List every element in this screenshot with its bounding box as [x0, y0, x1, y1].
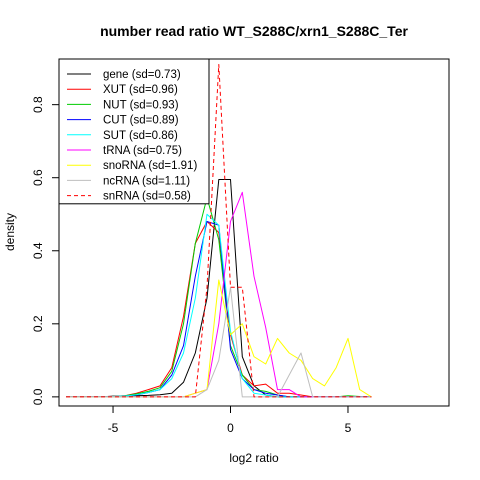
legend-label: XUT (sd=0.96): [103, 84, 178, 96]
y-axis: 0.0 0.2 0.4 0.6 0.8: [31, 96, 60, 405]
series-line-xut: [66, 221, 372, 398]
x-tick-label: 0: [227, 421, 234, 435]
legend-box: [58, 58, 210, 205]
y-tick-label: 0.4: [31, 242, 45, 259]
series-line-snorna: [66, 279, 372, 398]
series-line-trna: [66, 191, 372, 398]
x-axis-label: log2 ratio: [229, 451, 279, 465]
legend-label: SUT (sd=0.86): [103, 130, 178, 142]
legend-label: ncRNA (sd=1.11): [103, 175, 190, 187]
legend-label: gene (sd=0.73): [103, 69, 181, 81]
series-line-snrna: [66, 64, 372, 398]
y-axis-label: density: [3, 213, 17, 251]
legend-label: snoRNA (sd=1.91): [103, 160, 197, 172]
x-tick-label: -5: [108, 421, 119, 435]
series-layer: [66, 64, 372, 398]
legend-label: tRNA (sd=0.75): [103, 145, 182, 157]
series-line-ncrna: [66, 286, 372, 398]
chart-title: number read ratio WT_S288C/xrn1_S288C_Te…: [100, 23, 408, 39]
series-line-gene: [66, 179, 372, 398]
legend: gene (sd=0.73) XUT (sd=0.96) NUT (sd=0.93)…: [58, 58, 210, 205]
x-tick-label: 5: [345, 421, 352, 435]
y-tick-label: 0.8: [31, 96, 45, 113]
legend-label: snRNA (sd=0.58): [103, 191, 191, 203]
x-axis: -5 0 5: [108, 405, 352, 435]
legend-label: NUT (sd=0.93): [103, 99, 179, 111]
legend-label: CUT (sd=0.89): [103, 115, 179, 127]
series-line-cut: [66, 221, 372, 398]
y-tick-label: 0.0: [31, 388, 45, 405]
y-tick-label: 0.2: [31, 315, 45, 332]
y-tick-label: 0.6: [31, 169, 45, 186]
